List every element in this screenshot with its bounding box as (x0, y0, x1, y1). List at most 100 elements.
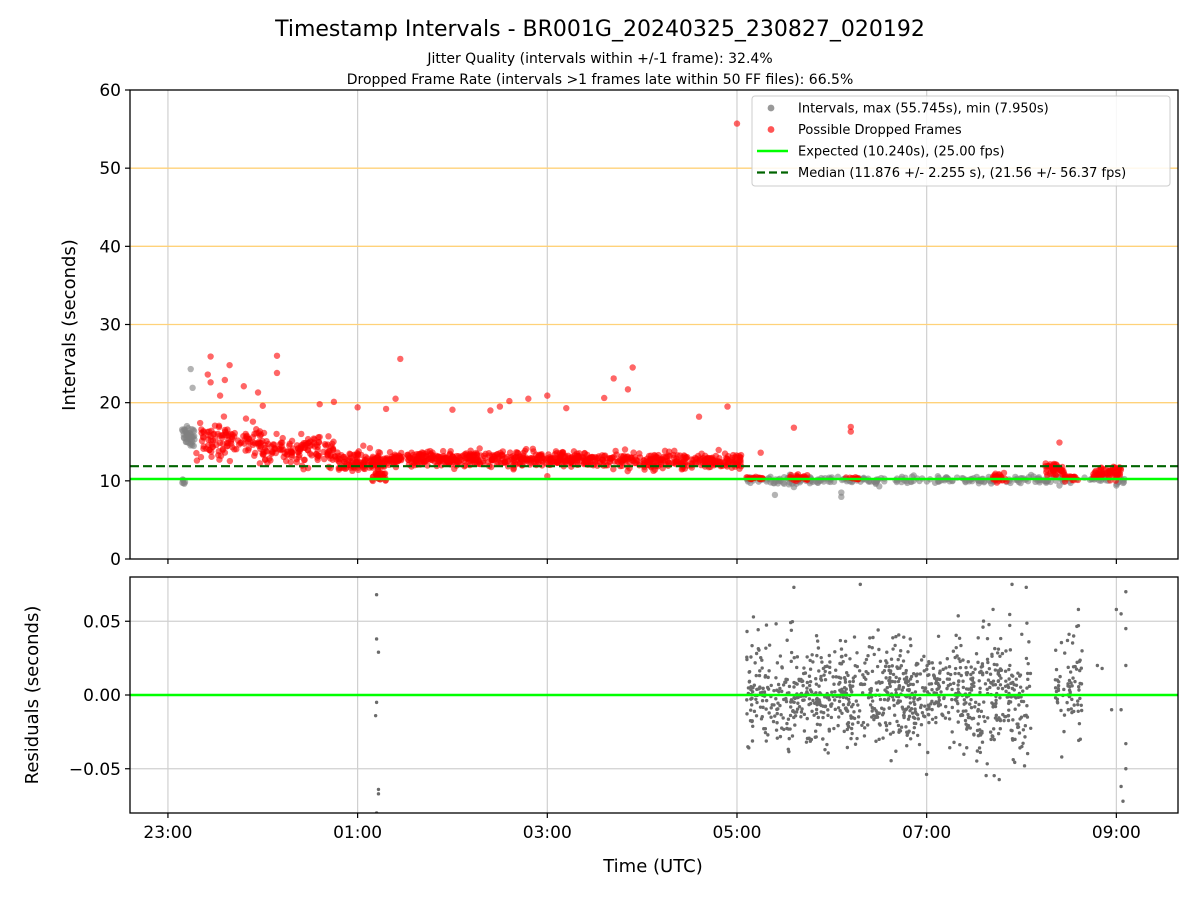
residual-point (850, 722, 855, 726)
residual-point (830, 702, 834, 706)
residual-point (829, 715, 834, 720)
residual-point (1016, 725, 1020, 730)
residual-point (891, 730, 895, 734)
residual-point (853, 742, 858, 746)
residual-point (917, 742, 922, 747)
residual-point (764, 646, 768, 650)
residual-point (762, 727, 766, 731)
dropped-frame-point (325, 433, 332, 440)
residual-point (817, 684, 821, 688)
residual-point (1024, 656, 1029, 661)
residual-point (754, 714, 759, 718)
dropped-frame-point (450, 457, 458, 464)
residual-point (990, 734, 994, 738)
residual-point (1004, 649, 1008, 653)
residual-point (894, 634, 898, 639)
residual-point (905, 733, 909, 737)
interval-point (962, 478, 969, 486)
residual-point (782, 727, 786, 732)
dropped-frame-point (599, 457, 606, 464)
residual-point (957, 636, 962, 640)
residual-point (887, 678, 891, 683)
residual-point (373, 713, 378, 718)
residual-point (856, 720, 860, 725)
residual-point (1025, 671, 1030, 676)
residual-point (814, 677, 818, 681)
residual-point (892, 703, 896, 708)
residual-point (746, 745, 750, 749)
residual-point (761, 686, 765, 691)
residual-point (754, 651, 759, 656)
residual-point (832, 682, 836, 686)
residual-point (831, 675, 835, 679)
residual-point (756, 646, 761, 651)
dropped-frame-point (1106, 467, 1114, 474)
residual-point (781, 683, 786, 687)
dropped-frame-point (259, 402, 266, 409)
dropped-frame-point (993, 479, 1001, 486)
residual-point (972, 684, 976, 688)
residual-point (973, 705, 977, 709)
residual-point (893, 643, 897, 648)
residual-point (793, 714, 798, 718)
residual-point (1062, 687, 1066, 692)
residual-point (897, 633, 901, 637)
residual-point (1055, 701, 1060, 705)
top-y-tick-label: 20 (99, 394, 121, 414)
residual-point (920, 685, 925, 690)
dropped-frame-point (496, 403, 504, 410)
dropped-frame-point (499, 448, 507, 455)
residual-point (959, 643, 963, 648)
residual-point (785, 721, 789, 726)
interval-point (188, 433, 195, 441)
residual-point (843, 680, 848, 684)
residual-point (924, 772, 929, 777)
dropped-frame-point (273, 369, 281, 377)
dropped-frame-point (574, 454, 582, 461)
residual-point (877, 647, 881, 652)
interval-point (1036, 479, 1043, 486)
residual-point (922, 689, 926, 693)
residual-point (821, 666, 826, 671)
residual-point (946, 710, 951, 715)
dropped-frame-point (644, 458, 651, 466)
dropped-frame-point (613, 451, 620, 458)
dropped-frame-point (658, 461, 665, 468)
dropped-frame-point (489, 456, 496, 464)
dropped-frame-point (200, 445, 207, 452)
top-y-tick-label: 60 (99, 81, 121, 101)
residual-point (1058, 674, 1062, 679)
residual-point (968, 702, 972, 706)
residual-point (765, 685, 770, 690)
residual-point (814, 707, 819, 712)
residual-point (956, 687, 960, 691)
residual-point (964, 671, 969, 675)
residual-point (815, 702, 819, 707)
residual-point (1024, 713, 1028, 718)
residual-point (844, 653, 848, 657)
residual-point (849, 736, 853, 741)
residual-point (827, 653, 831, 658)
dropped-frame-point (255, 429, 262, 437)
residual-point (936, 683, 941, 687)
residual-point (775, 688, 779, 692)
residual-point (947, 665, 952, 669)
dropped-frame-point (621, 446, 629, 453)
residual-point (749, 655, 753, 659)
residual-point (1068, 670, 1073, 674)
residual-point (788, 620, 793, 625)
residual-point (849, 705, 854, 709)
residual-point (780, 666, 784, 670)
residual-point (889, 657, 894, 661)
residual-point (970, 682, 974, 686)
dropped-frame-point (641, 466, 648, 473)
residual-point (973, 700, 978, 705)
residual-point (1063, 651, 1067, 655)
residual-point (1071, 676, 1075, 680)
residual-point (825, 742, 829, 747)
residual-point (826, 751, 830, 755)
dropped-frame-point (628, 454, 635, 461)
residual-point (980, 740, 985, 744)
residual-point (964, 687, 969, 691)
residual-point (771, 719, 776, 724)
